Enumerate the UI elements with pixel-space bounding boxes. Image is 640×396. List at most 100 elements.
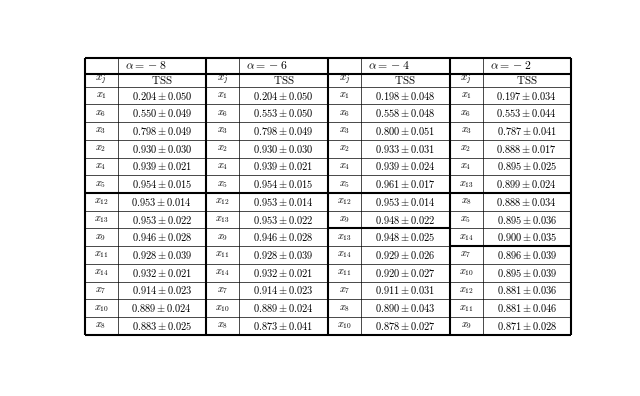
- Text: $0.914 \pm 0.023$: $0.914 \pm 0.023$: [253, 284, 314, 297]
- Text: $x_{14}$: $x_{14}$: [93, 267, 109, 278]
- Text: $0.197 \pm 0.034$: $0.197 \pm 0.034$: [497, 89, 557, 102]
- Text: $x_7$: $x_7$: [339, 285, 350, 296]
- Text: $x_9$: $x_9$: [339, 214, 350, 225]
- Text: $x_9$: $x_9$: [217, 232, 228, 243]
- Text: $0.930 \pm 0.030$: $0.930 \pm 0.030$: [132, 143, 192, 155]
- Text: $0.933 \pm 0.031$: $0.933 \pm 0.031$: [375, 143, 435, 155]
- Text: $x_3$: $x_3$: [461, 126, 472, 137]
- Text: $x_{13}$: $x_{13}$: [337, 232, 352, 243]
- Text: $0.953 \pm 0.014$: $0.953 \pm 0.014$: [131, 196, 193, 208]
- Text: $x_4$: $x_4$: [339, 161, 350, 172]
- Text: $x_1$: $x_1$: [461, 90, 472, 101]
- Text: $0.948 \pm 0.025$: $0.948 \pm 0.025$: [375, 231, 436, 243]
- Text: $0.553 \pm 0.044$: $0.553 \pm 0.044$: [497, 107, 557, 119]
- Text: $0.798 \pm 0.049$: $0.798 \pm 0.049$: [253, 125, 314, 137]
- Text: $0.888 \pm 0.017$: $0.888 \pm 0.017$: [497, 143, 557, 155]
- Text: $0.900 \pm 0.035$: $0.900 \pm 0.035$: [497, 231, 557, 243]
- Text: $0.881 \pm 0.046$: $0.881 \pm 0.046$: [497, 302, 557, 314]
- Text: $x_{13}$: $x_{13}$: [459, 179, 474, 190]
- Text: $x_8$: $x_8$: [339, 303, 350, 314]
- Text: $0.550 \pm 0.049$: $0.550 \pm 0.049$: [132, 107, 192, 119]
- Text: $x_{11}$: $x_{11}$: [93, 249, 108, 261]
- Text: $0.954 \pm 0.015$: $0.954 \pm 0.015$: [253, 178, 314, 190]
- Text: $x_1$: $x_1$: [95, 90, 107, 101]
- Text: $0.558 \pm 0.048$: $0.558 \pm 0.048$: [375, 107, 436, 119]
- Text: $x_7$: $x_7$: [217, 285, 228, 296]
- Text: $x_{14}$: $x_{14}$: [215, 267, 230, 278]
- Text: $0.871 \pm 0.028$: $0.871 \pm 0.028$: [497, 320, 557, 332]
- Text: $\mathrm{TSS}$: $\mathrm{TSS}$: [394, 74, 416, 86]
- Text: $x_{11}$: $x_{11}$: [337, 267, 352, 278]
- Text: $0.798 \pm 0.049$: $0.798 \pm 0.049$: [132, 125, 192, 137]
- Text: $0.895 \pm 0.036$: $0.895 \pm 0.036$: [497, 213, 557, 226]
- Text: $0.948 \pm 0.022$: $0.948 \pm 0.022$: [375, 213, 436, 226]
- Text: $0.953 \pm 0.014$: $0.953 \pm 0.014$: [253, 196, 314, 208]
- Text: $\alpha = -8$: $\alpha = -8$: [125, 59, 166, 72]
- Text: $0.896 \pm 0.039$: $0.896 \pm 0.039$: [497, 249, 557, 261]
- Text: $0.204 \pm 0.050$: $0.204 \pm 0.050$: [132, 89, 192, 102]
- Text: $x_j$: $x_j$: [217, 74, 228, 87]
- Text: $x_3$: $x_3$: [217, 126, 228, 137]
- Text: $0.878 \pm 0.027$: $0.878 \pm 0.027$: [375, 320, 436, 332]
- Text: $x_6$: $x_6$: [217, 108, 228, 119]
- Text: $0.920 \pm 0.027$: $0.920 \pm 0.027$: [375, 267, 436, 279]
- Text: $0.895 \pm 0.025$: $0.895 \pm 0.025$: [497, 160, 557, 173]
- Text: $x_j$: $x_j$: [95, 74, 107, 87]
- Text: $0.932 \pm 0.021$: $0.932 \pm 0.021$: [253, 267, 314, 279]
- Text: $0.953 \pm 0.022$: $0.953 \pm 0.022$: [253, 213, 314, 226]
- Text: $x_{14}$: $x_{14}$: [459, 232, 474, 243]
- Text: $0.873 \pm 0.041$: $0.873 \pm 0.041$: [253, 320, 314, 332]
- Text: $x_4$: $x_4$: [95, 161, 107, 172]
- Text: $x_5$: $x_5$: [95, 179, 107, 190]
- Text: $x_{10}$: $x_{10}$: [93, 303, 109, 314]
- Text: $x_{10}$: $x_{10}$: [215, 303, 230, 314]
- Text: $x_5$: $x_5$: [339, 179, 350, 190]
- Text: $0.198 \pm 0.048$: $0.198 \pm 0.048$: [375, 89, 436, 102]
- Text: $\alpha = -6$: $\alpha = -6$: [246, 59, 288, 72]
- Text: $x_9$: $x_9$: [95, 232, 107, 243]
- Text: $x_2$: $x_2$: [217, 143, 228, 154]
- Text: $0.953 \pm 0.022$: $0.953 \pm 0.022$: [132, 213, 192, 226]
- Text: $x_{12}$: $x_{12}$: [459, 285, 474, 296]
- Text: $0.929 \pm 0.026$: $0.929 \pm 0.026$: [375, 249, 436, 261]
- Text: $x_j$: $x_j$: [339, 74, 350, 87]
- Text: $x_2$: $x_2$: [95, 143, 107, 154]
- Text: $x_{12}$: $x_{12}$: [93, 196, 109, 207]
- Text: $0.946 \pm 0.028$: $0.946 \pm 0.028$: [253, 231, 314, 243]
- Text: $0.890 \pm 0.043$: $0.890 \pm 0.043$: [375, 302, 436, 314]
- Text: $x_9$: $x_9$: [461, 320, 472, 331]
- Text: $0.953 \pm 0.014$: $0.953 \pm 0.014$: [375, 196, 436, 208]
- Text: $0.939 \pm 0.021$: $0.939 \pm 0.021$: [132, 160, 192, 173]
- Text: $0.899 \pm 0.024$: $0.899 \pm 0.024$: [497, 178, 557, 190]
- Text: $x_{13}$: $x_{13}$: [93, 214, 109, 225]
- Text: $x_4$: $x_4$: [460, 161, 472, 172]
- Text: $x_{11}$: $x_{11}$: [216, 249, 230, 261]
- Text: $x_{14}$: $x_{14}$: [337, 249, 352, 261]
- Text: $x_2$: $x_2$: [461, 143, 472, 154]
- Text: $x_6$: $x_6$: [339, 108, 350, 119]
- Text: $x_8$: $x_8$: [95, 320, 107, 331]
- Text: $0.928 \pm 0.039$: $0.928 \pm 0.039$: [132, 249, 192, 261]
- Text: $0.928 \pm 0.039$: $0.928 \pm 0.039$: [253, 249, 314, 261]
- Text: $\mathrm{TSS}$: $\mathrm{TSS}$: [273, 74, 294, 86]
- Text: $x_7$: $x_7$: [460, 249, 472, 261]
- Text: $x_3$: $x_3$: [95, 126, 107, 137]
- Text: $x_1$: $x_1$: [339, 90, 350, 101]
- Text: $x_{10}$: $x_{10}$: [337, 320, 352, 331]
- Text: $0.883 \pm 0.025$: $0.883 \pm 0.025$: [132, 320, 192, 332]
- Text: $x_5$: $x_5$: [217, 179, 228, 190]
- Text: $0.800 \pm 0.051$: $0.800 \pm 0.051$: [375, 125, 435, 137]
- Text: $0.930 \pm 0.030$: $0.930 \pm 0.030$: [253, 143, 314, 155]
- Text: $x_5$: $x_5$: [461, 214, 472, 225]
- Text: $x_3$: $x_3$: [339, 126, 350, 137]
- Text: $x_7$: $x_7$: [95, 285, 107, 296]
- Text: $0.954 \pm 0.015$: $0.954 \pm 0.015$: [132, 178, 192, 190]
- Text: $x_4$: $x_4$: [217, 161, 228, 172]
- Text: $0.911 \pm 0.031$: $0.911 \pm 0.031$: [375, 284, 435, 297]
- Text: $x_{10}$: $x_{10}$: [459, 267, 474, 278]
- Text: $0.939 \pm 0.024$: $0.939 \pm 0.024$: [375, 160, 436, 173]
- Text: $0.914 \pm 0.023$: $0.914 \pm 0.023$: [132, 284, 192, 297]
- Text: $x_j$: $x_j$: [460, 74, 472, 87]
- Text: $x_2$: $x_2$: [339, 143, 350, 154]
- Text: $0.961 \pm 0.017$: $0.961 \pm 0.017$: [375, 178, 436, 190]
